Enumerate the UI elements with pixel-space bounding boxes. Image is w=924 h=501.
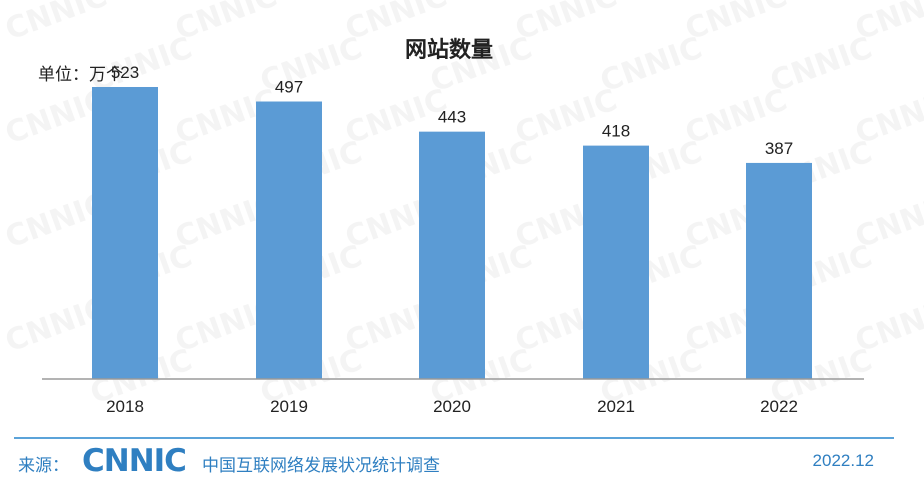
footer-divider bbox=[14, 437, 894, 439]
bar-2020 bbox=[419, 131, 485, 379]
watermark-9: CNNIC bbox=[596, 31, 707, 100]
watermark-15: CNNIC bbox=[511, 83, 622, 152]
x-tick-label-2021: 2021 bbox=[597, 397, 635, 416]
data-label-2020: 443 bbox=[438, 108, 466, 127]
data-label-2019: 497 bbox=[275, 78, 303, 97]
bar-2021 bbox=[583, 145, 649, 379]
x-tick-label-2020: 2020 bbox=[433, 397, 471, 416]
bar-2022 bbox=[746, 162, 812, 379]
source-label: 来源： bbox=[18, 456, 69, 476]
unit-label: 单位：万个 bbox=[38, 65, 123, 85]
organization-name: 中国互联网络发展状况统计调查 bbox=[202, 456, 440, 476]
x-tick-label-2019: 2019 bbox=[270, 397, 308, 416]
bar-2019 bbox=[256, 101, 322, 379]
data-label-2021: 418 bbox=[602, 122, 630, 141]
watermark-0: CNNIC bbox=[1, 0, 112, 48]
x-tick-label-2022: 2022 bbox=[760, 397, 798, 416]
data-label-2022: 387 bbox=[765, 139, 793, 158]
report-date: 2022.12 bbox=[812, 451, 874, 470]
bar-2018 bbox=[92, 86, 158, 379]
x-tick-label-2018: 2018 bbox=[106, 397, 144, 416]
watermark-7: CNNIC bbox=[256, 31, 367, 100]
bars-group: 523 2018 497 2019 443 2020 418 2021 387 2022 bbox=[92, 63, 812, 416]
footer: 来源： CNNIC 中国互联网络发展状况统计调查 2022.12 bbox=[18, 443, 898, 479]
cnnic-logo: CNNIC bbox=[82, 443, 187, 479]
watermark-10: CNNIC bbox=[766, 31, 877, 100]
chart-title: 网站数量 bbox=[405, 37, 493, 63]
data-label-2018: 523 bbox=[111, 63, 139, 82]
